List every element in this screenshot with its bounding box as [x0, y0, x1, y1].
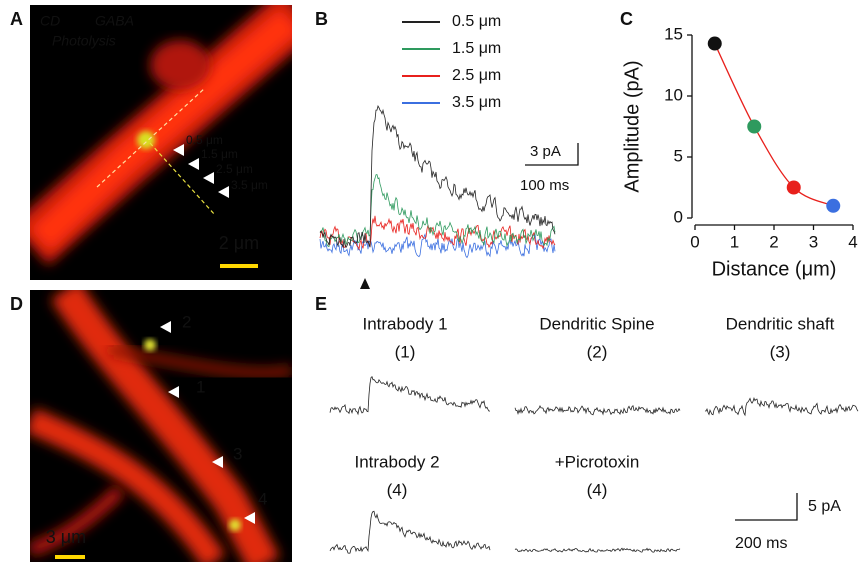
scale-label: 200 ms — [735, 535, 787, 552]
y-tick-label: 0 — [674, 207, 683, 226]
scale-label: 100 ms — [520, 177, 569, 194]
scale-label: 5 pA — [808, 498, 841, 515]
trace — [319, 215, 556, 251]
fit-curve — [714, 43, 834, 207]
x-tick-label: 1 — [730, 232, 739, 251]
scale-bar-b — [525, 143, 579, 166]
panel-label: B — [315, 9, 328, 29]
trace-site: (3) — [770, 342, 791, 361]
trace-title: +Picrotoxin — [555, 452, 640, 471]
site-marker: 3 — [233, 444, 242, 463]
data-point — [786, 180, 801, 195]
x-tick-label: 4 — [848, 232, 857, 251]
x-tick-label: 2 — [769, 232, 778, 251]
site-marker: 4 — [258, 489, 267, 508]
scale-label: 3 pA — [530, 143, 561, 160]
trace-title: Dendritic Spine — [539, 314, 654, 333]
trace-site: (4) — [587, 480, 608, 499]
legend-label: 1.5 μm — [452, 40, 501, 57]
trace — [319, 104, 556, 249]
panel-label: E — [315, 294, 327, 314]
data-point — [747, 119, 762, 134]
site-marker: 1 — [196, 377, 205, 396]
trace — [319, 174, 556, 248]
trace — [329, 510, 491, 554]
trace-title: Intrabody 2 — [354, 452, 439, 471]
scale-bar-e — [735, 493, 798, 521]
site-marker: 2 — [182, 312, 191, 331]
trace — [329, 375, 491, 416]
image-text: Photolysis — [52, 33, 116, 49]
trace-title: Intrabody 1 — [362, 314, 447, 333]
x-tick-label: 3 — [809, 232, 818, 251]
legend-label: 3.5 μm — [452, 94, 501, 111]
x-tick-label: 0 — [690, 232, 699, 251]
panel-label: C — [620, 9, 633, 29]
panel-label: A — [10, 9, 23, 29]
image-text: CD — [40, 13, 60, 29]
distance-label: 1.5 μm — [201, 147, 238, 161]
stimulus-arrow — [360, 278, 370, 289]
y-axis-label: Amplitude (pA) — [621, 60, 643, 192]
trace-site: (2) — [587, 342, 608, 361]
trace-site: (1) — [395, 342, 416, 361]
distance-label: 3.5 μm — [231, 178, 268, 192]
trace — [514, 404, 681, 416]
image-d — [30, 290, 292, 562]
trace-title: Dendritic shaft — [726, 314, 835, 333]
scale-label: 2 μm — [219, 233, 259, 253]
scale-label: 3 μm — [46, 527, 86, 547]
image-text: GABA — [95, 13, 134, 29]
y-tick-label: 10 — [664, 85, 683, 104]
trace-site: (4) — [387, 480, 408, 499]
legend-label: 2.5 μm — [452, 67, 501, 84]
distance-label: 2.5 μm — [216, 162, 253, 176]
data-point — [707, 36, 722, 51]
trace — [704, 397, 859, 417]
panel-label: D — [10, 294, 23, 314]
y-tick-label: 15 — [664, 24, 683, 43]
trace — [514, 547, 681, 553]
distance-label: 0.5 μm — [186, 133, 223, 147]
legend-label: 0.5 μm — [452, 13, 501, 30]
image-a — [30, 5, 292, 280]
data-point — [826, 198, 841, 213]
x-axis-label: Distance (μm) — [712, 258, 837, 280]
y-tick-label: 5 — [674, 146, 683, 165]
